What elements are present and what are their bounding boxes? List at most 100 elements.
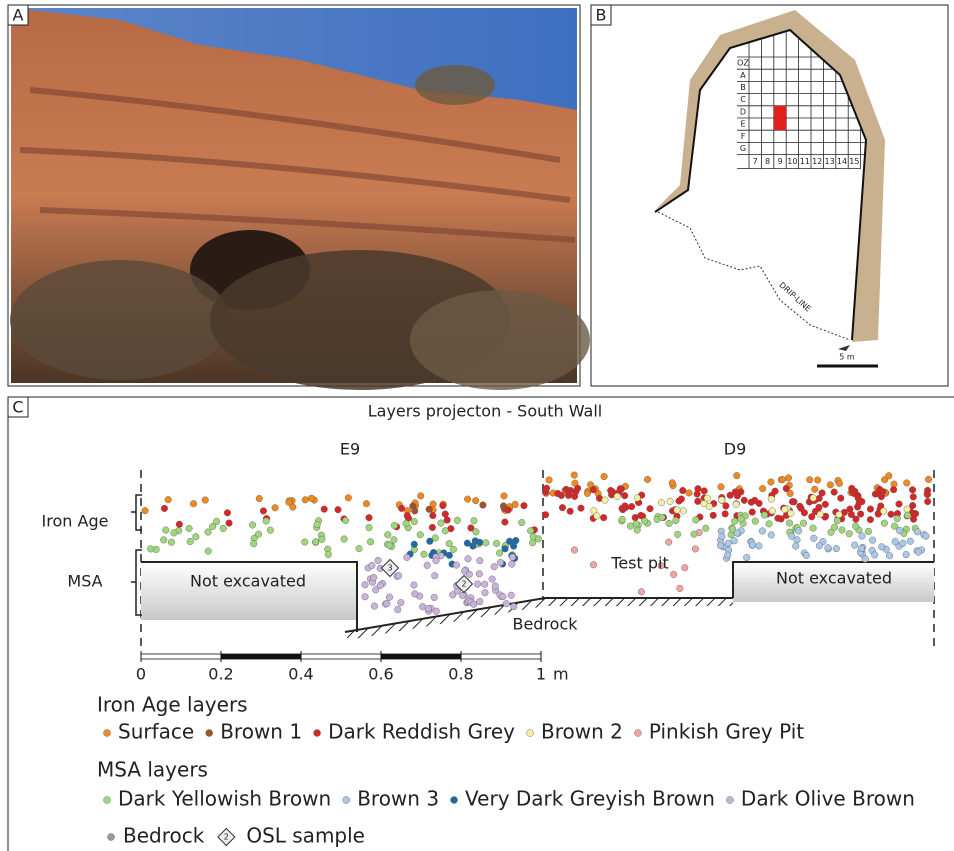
legend-title: Iron Age layers bbox=[97, 693, 248, 717]
legend-label: Dark Reddish Grey bbox=[328, 720, 515, 744]
legend-label: Very Dark Greyish Brown bbox=[465, 787, 715, 811]
osl-sample: 3 bbox=[380, 558, 400, 578]
find bbox=[167, 538, 175, 546]
legend-label: OSL sample bbox=[246, 824, 365, 848]
find bbox=[432, 607, 440, 615]
find bbox=[722, 502, 730, 510]
find bbox=[372, 586, 380, 594]
find bbox=[818, 489, 826, 497]
find bbox=[751, 496, 759, 504]
find bbox=[835, 511, 843, 519]
find bbox=[733, 529, 741, 537]
find bbox=[431, 572, 439, 580]
phase-brackets bbox=[131, 494, 142, 616]
find bbox=[749, 541, 757, 549]
find bbox=[866, 516, 874, 524]
find bbox=[895, 500, 903, 508]
find bbox=[837, 494, 845, 502]
legend-label: Brown 3 bbox=[357, 787, 439, 811]
find bbox=[506, 537, 514, 545]
find bbox=[496, 549, 504, 557]
column-label: 11 bbox=[800, 157, 810, 166]
column-label: 14 bbox=[837, 157, 847, 166]
find bbox=[426, 537, 434, 545]
find bbox=[259, 507, 267, 515]
find bbox=[507, 591, 515, 599]
find bbox=[705, 502, 713, 510]
find bbox=[365, 514, 373, 522]
find bbox=[394, 606, 402, 614]
phase-label: Iron Age bbox=[42, 512, 109, 531]
find bbox=[809, 494, 817, 502]
find bbox=[324, 550, 332, 558]
find bbox=[368, 561, 376, 569]
find bbox=[717, 483, 725, 491]
find bbox=[838, 526, 846, 534]
find bbox=[589, 561, 597, 569]
find bbox=[441, 510, 449, 518]
find bbox=[204, 528, 212, 536]
find bbox=[857, 544, 865, 552]
find bbox=[824, 544, 832, 552]
find bbox=[896, 526, 904, 534]
find bbox=[724, 539, 732, 547]
find bbox=[534, 535, 542, 543]
scale-tick-label: 0.4 bbox=[288, 665, 313, 684]
panel-frame bbox=[7, 396, 954, 851]
scale-tick-label: 0.8 bbox=[448, 665, 473, 684]
find bbox=[679, 507, 687, 515]
area-label: Not excavated bbox=[776, 569, 892, 588]
find bbox=[443, 516, 451, 524]
find bbox=[162, 526, 170, 534]
find bbox=[864, 527, 872, 535]
cave-wall bbox=[655, 10, 885, 342]
find bbox=[542, 511, 550, 519]
legend-swatch bbox=[103, 729, 111, 737]
find bbox=[502, 600, 510, 608]
find bbox=[301, 538, 309, 546]
find bbox=[874, 489, 882, 497]
find bbox=[914, 548, 922, 556]
find bbox=[637, 588, 645, 596]
find bbox=[344, 494, 352, 502]
find bbox=[785, 519, 793, 527]
scale-segment bbox=[380, 653, 462, 660]
scale-segment bbox=[140, 653, 222, 660]
find bbox=[470, 517, 478, 525]
find bbox=[250, 540, 258, 548]
find bbox=[668, 479, 676, 487]
find bbox=[566, 507, 574, 515]
find bbox=[499, 593, 507, 601]
panel-label-box bbox=[7, 4, 29, 26]
legend-title: MSA layers bbox=[97, 758, 208, 782]
find bbox=[431, 534, 439, 542]
find bbox=[771, 487, 779, 495]
find bbox=[621, 502, 629, 510]
find bbox=[691, 545, 699, 553]
find bbox=[192, 533, 200, 541]
find bbox=[906, 537, 914, 545]
find bbox=[809, 524, 817, 532]
find bbox=[857, 510, 865, 518]
find bbox=[909, 486, 917, 494]
find bbox=[601, 496, 609, 504]
legend-label: Surface bbox=[118, 720, 194, 744]
find bbox=[869, 536, 877, 544]
find bbox=[432, 557, 440, 565]
find bbox=[497, 559, 505, 567]
osl-label: 3 bbox=[387, 564, 392, 573]
find bbox=[878, 543, 886, 551]
find bbox=[481, 580, 489, 588]
column-label: 12 bbox=[812, 157, 822, 166]
find bbox=[420, 550, 428, 558]
find bbox=[646, 505, 654, 513]
cave-outline bbox=[654, 28, 868, 341]
find bbox=[160, 536, 168, 544]
area-label: Not excavated bbox=[190, 572, 306, 591]
find bbox=[219, 524, 227, 532]
find bbox=[164, 496, 172, 504]
find bbox=[904, 511, 912, 519]
find bbox=[903, 505, 911, 513]
find bbox=[788, 498, 796, 506]
